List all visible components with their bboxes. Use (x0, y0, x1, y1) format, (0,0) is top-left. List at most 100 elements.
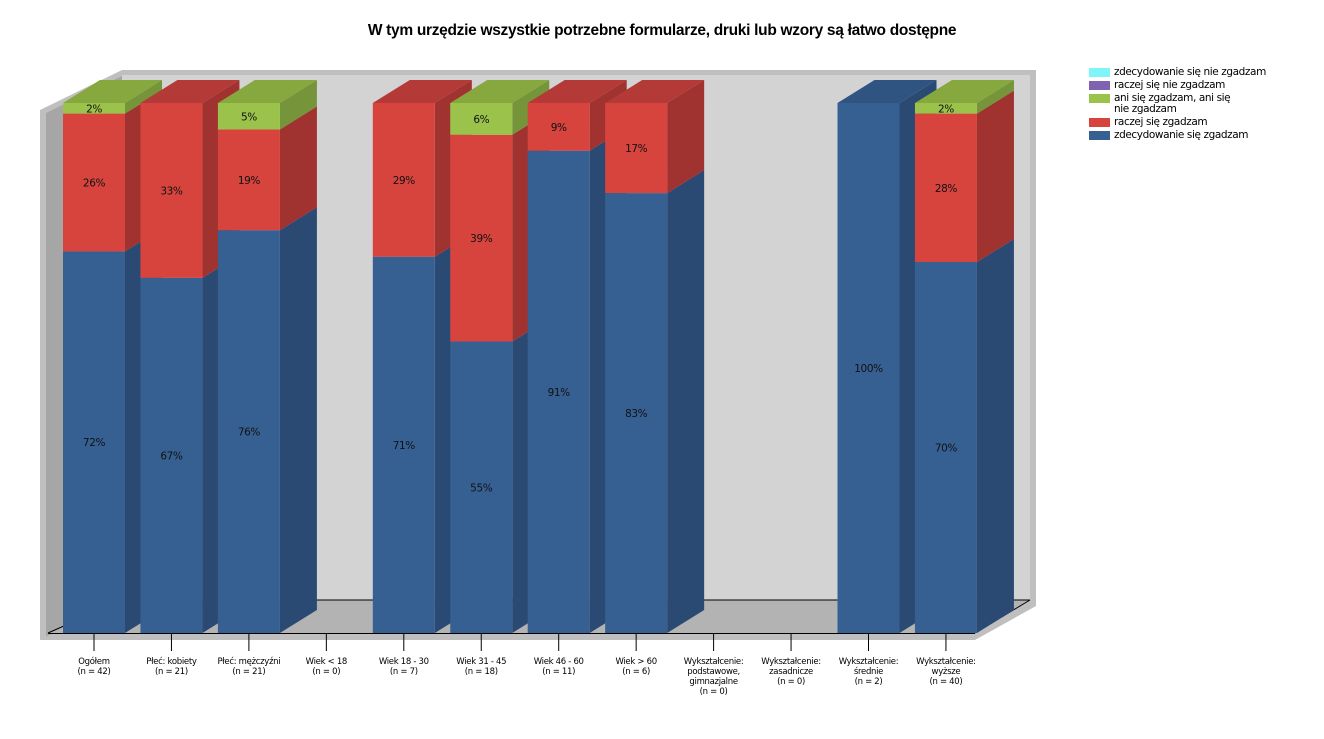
legend-label: zdecydowanie się nie zgadzam (1114, 66, 1266, 78)
bar-side-face (279, 80, 317, 130)
bar-front-face (914, 262, 977, 633)
bar-front-face (140, 277, 203, 633)
bar-front-face (63, 113, 125, 252)
bar-front-face (63, 251, 125, 633)
x-tick-label: Płeć: kobiety (n = 21) (146, 657, 197, 677)
legend-swatch (1089, 131, 1110, 140)
legend-label: raczej się zgadzam (1114, 116, 1208, 128)
bar-front-face (372, 103, 435, 257)
x-tick-label: Wykształcenie: wyższe (n = 40) (916, 657, 976, 687)
bar-side-face (667, 80, 705, 194)
bar-segment (63, 80, 162, 114)
bar-segment (217, 80, 317, 130)
data-label: 26% (83, 178, 106, 190)
data-label: 2% (938, 103, 954, 115)
bar-top-face (914, 80, 1014, 103)
bar-front-face (63, 103, 125, 114)
data-label: 29% (393, 175, 416, 187)
bar-top-face (372, 80, 472, 103)
bar-top-face (450, 80, 550, 103)
data-label: 9% (551, 122, 567, 134)
bar-top-face (837, 80, 937, 103)
bar-front-face (605, 193, 668, 633)
data-label: 76% (238, 427, 261, 439)
data-label: 6% (473, 114, 489, 126)
data-label: 28% (935, 183, 958, 195)
bar-side-face (279, 207, 317, 633)
bar-top-face (605, 80, 705, 103)
bar-segment (450, 80, 550, 135)
legend-item: ani się zgadzam, ani się nie zgadzam (1089, 93, 1294, 115)
x-axis (48, 633, 975, 651)
x-tick-label: Wykształcenie: średnie (n = 2) (838, 657, 899, 687)
bar-front-face (217, 230, 280, 633)
x-tick-label: Ogółem (n = 42) (77, 657, 111, 677)
data-label: 91% (548, 387, 571, 399)
bar-top-face (63, 80, 162, 103)
data-label: 39% (470, 233, 493, 245)
legend-label: raczej się nie zgadzam (1114, 79, 1225, 91)
bar-front-face (372, 256, 435, 633)
data-label: 55% (470, 482, 493, 494)
bar-side-face (976, 239, 1014, 633)
bar-front-face (140, 103, 203, 278)
bar-front-face (837, 103, 900, 633)
legend-swatch (1089, 94, 1110, 103)
legend-swatch (1089, 68, 1110, 77)
data-label: 33% (160, 185, 183, 197)
bar-segment (605, 80, 705, 194)
legend-swatch (1089, 81, 1110, 90)
x-tick-label: Płeć: mężczyźni (n = 21) (217, 657, 281, 677)
data-label: 72% (83, 437, 106, 449)
data-label: 2% (86, 103, 102, 115)
bar-front-face (450, 341, 513, 633)
legend: zdecydowanie się nie zgadzam raczej się n… (1089, 67, 1294, 143)
chart-title: W tym urzędzie wszystkie potrzebne formu… (367, 22, 957, 39)
legend-item: zdecydowanie się zgadzam (1089, 130, 1294, 141)
legend-item: zdecydowanie się nie zgadzam (1089, 67, 1294, 78)
bar-front-face (605, 103, 668, 194)
legend-item: raczej się zgadzam (1089, 117, 1294, 128)
bar-segment (450, 318, 550, 633)
bar-front-face (217, 103, 280, 130)
data-label: 70% (935, 443, 958, 455)
bar-side-face (667, 170, 705, 633)
x-tick-label: Wykształcenie: zasadnicze (n = 0) (761, 657, 821, 687)
bar-segment (914, 90, 1014, 262)
legend-item: raczej się nie zgadzam (1089, 80, 1294, 91)
bar-segment (914, 239, 1014, 633)
data-label: 83% (625, 408, 648, 420)
x-tick-label: Wykształcenie: podstawowe, gimnazjalne (n =… (683, 657, 744, 697)
bar-front-face (450, 103, 513, 135)
bar-side-face (279, 106, 317, 231)
x-tick-label: Wiek 46 - 60 (n = 11) (533, 657, 584, 677)
bar-segment (217, 106, 317, 231)
data-label: 100% (854, 363, 883, 375)
data-label: 19% (238, 175, 261, 187)
bar-front-face (450, 134, 513, 342)
bar-front-face (527, 150, 590, 633)
x-tick-label: Wiek > 60 (n = 6) (615, 657, 657, 677)
bars (63, 80, 1014, 633)
data-label: 5% (241, 111, 257, 123)
legend-label: zdecydowanie się zgadzam (1114, 129, 1249, 141)
bar-front-face (914, 103, 977, 114)
x-tick-label: Wiek 31 - 45 (n = 18) (456, 657, 507, 677)
bar-top-face (217, 80, 317, 103)
bar-segment (605, 170, 705, 633)
x-tick-label: Wiek < 18 (n = 0) (305, 657, 348, 677)
bar-side-face (976, 80, 1014, 114)
bar-front-face (217, 129, 280, 231)
data-label: 71% (393, 440, 416, 452)
bar-segment (914, 80, 1014, 114)
legend-label: ani się zgadzam, ani się nie zgadzam (1114, 92, 1231, 115)
x-tick-label: Wiek 18 - 30 (n = 7) (378, 657, 429, 677)
bar-top-face (527, 80, 627, 103)
bar-side-face (976, 90, 1014, 262)
data-labels: 72% 26% 2% 67% 33% 76% 19% 5% 71% 29% 55% 39% 6% 91% 9… (83, 103, 958, 494)
data-label: 67% (160, 450, 183, 462)
bar-front-face (914, 113, 977, 262)
bar-segment (217, 207, 317, 633)
legend-swatch (1089, 118, 1110, 127)
